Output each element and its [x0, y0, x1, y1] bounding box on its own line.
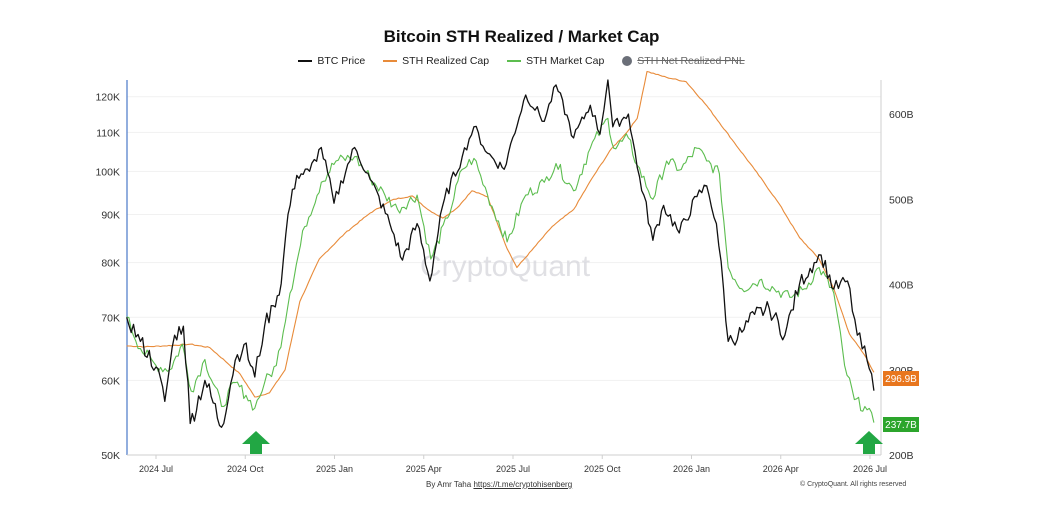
series-line-sth-realized-cap	[126, 70, 875, 398]
y-left-tick-label: 50K	[101, 450, 120, 462]
footer-link[interactable]: https://t.me/cryptohisenberg	[473, 480, 573, 489]
legend-swatch-sth-market-cap	[507, 60, 522, 62]
legend-swatch-btc-price	[298, 60, 313, 62]
up-arrow-icon-right	[855, 431, 883, 454]
x-tick-label: 2024 Oct	[227, 464, 264, 474]
y-left-tick-label: 60K	[101, 375, 120, 387]
chart-legend: BTC Price STH Realized Cap STH Market Ca…	[0, 55, 1043, 67]
up-arrow-icon	[855, 431, 883, 454]
y-left-tick-label: 70K	[101, 312, 120, 324]
x-tick-labels: 2024 Jul 2024 Oct 2025 Jan 2025 Apr 2025 Jul…	[139, 455, 887, 474]
series-lines	[126, 70, 875, 428]
y-right-tick-label: 200B	[889, 450, 914, 462]
x-tick-label: 2026 Jan	[673, 464, 710, 474]
legend-item-sth-market-cap[interactable]: STH Market Cap	[507, 55, 604, 67]
x-tick-label: 2026 Jul	[853, 464, 887, 474]
footer-attribution: By Amr Taha https://t.me/cryptohisenberg	[426, 480, 572, 489]
end-label-realized-cap: 296.9B	[883, 371, 919, 386]
series-line-btc-price	[126, 79, 875, 428]
chart-title: Bitcoin STH Realized / Market Cap	[383, 27, 660, 46]
end-label-market-cap-box	[883, 417, 919, 432]
end-label-realized-cap-text: 296.9B	[885, 374, 917, 385]
up-arrow-icon	[242, 431, 270, 454]
y-left-tick-label: 110K	[96, 127, 120, 139]
end-label-realized-cap-box	[883, 371, 919, 386]
footer-author: By Amr Taha	[426, 480, 472, 489]
x-tick-label: 2026 Apr	[763, 464, 799, 474]
x-tick-label: 2025 Oct	[584, 464, 621, 474]
legend-label-btc-price: BTC Price	[317, 55, 366, 67]
x-tick-label: 2024 Jul	[139, 464, 173, 474]
y-left-tick-label: 100K	[95, 166, 120, 178]
legend-item-sth-realized-cap[interactable]: STH Realized Cap	[383, 55, 489, 67]
y-left-tick-label: 80K	[101, 258, 120, 270]
legend-item-sth-net-realized-pnl[interactable]: STH Net Realized PNL	[622, 55, 745, 67]
y-right-tick-label: 600B	[889, 109, 914, 121]
legend-swatch-sth-net-realized-pnl	[622, 56, 633, 66]
y-left-tick-label: 120K	[95, 92, 120, 104]
x-tick-label: 2025 Jan	[316, 464, 353, 474]
legend-label-sth-realized-cap: STH Realized Cap	[402, 55, 490, 67]
y-left-tick-label: 90K	[101, 209, 120, 221]
x-tick-label: 2025 Jul	[496, 464, 530, 474]
x-tick-label: 2025 Apr	[406, 464, 442, 474]
legend-swatch-sth-realized-cap	[383, 60, 398, 62]
y-left-tick-labels: 50K 60K 70K 80K 90K 100K 110K 120K	[95, 92, 120, 462]
legend-label-sth-market-cap: STH Market Cap	[526, 55, 605, 67]
up-arrow-icon-left	[242, 431, 270, 454]
y-right-tick-label: 400B	[889, 280, 914, 292]
footer-copyright: © CryptoQuant. All rights reserved	[800, 481, 907, 488]
legend-item-btc-price[interactable]: BTC Price	[298, 55, 365, 67]
end-label-market-cap-text: 237.7B	[885, 420, 917, 431]
legend-label-sth-net-realized-pnl: STH Net Realized PNL	[637, 55, 745, 67]
end-label-market-cap: 237.7B	[883, 417, 919, 432]
y-right-tick-label: 500B	[889, 194, 914, 206]
series-line-sth-market-cap	[126, 117, 875, 423]
watermark-text: CryptoQuant	[420, 250, 591, 283]
